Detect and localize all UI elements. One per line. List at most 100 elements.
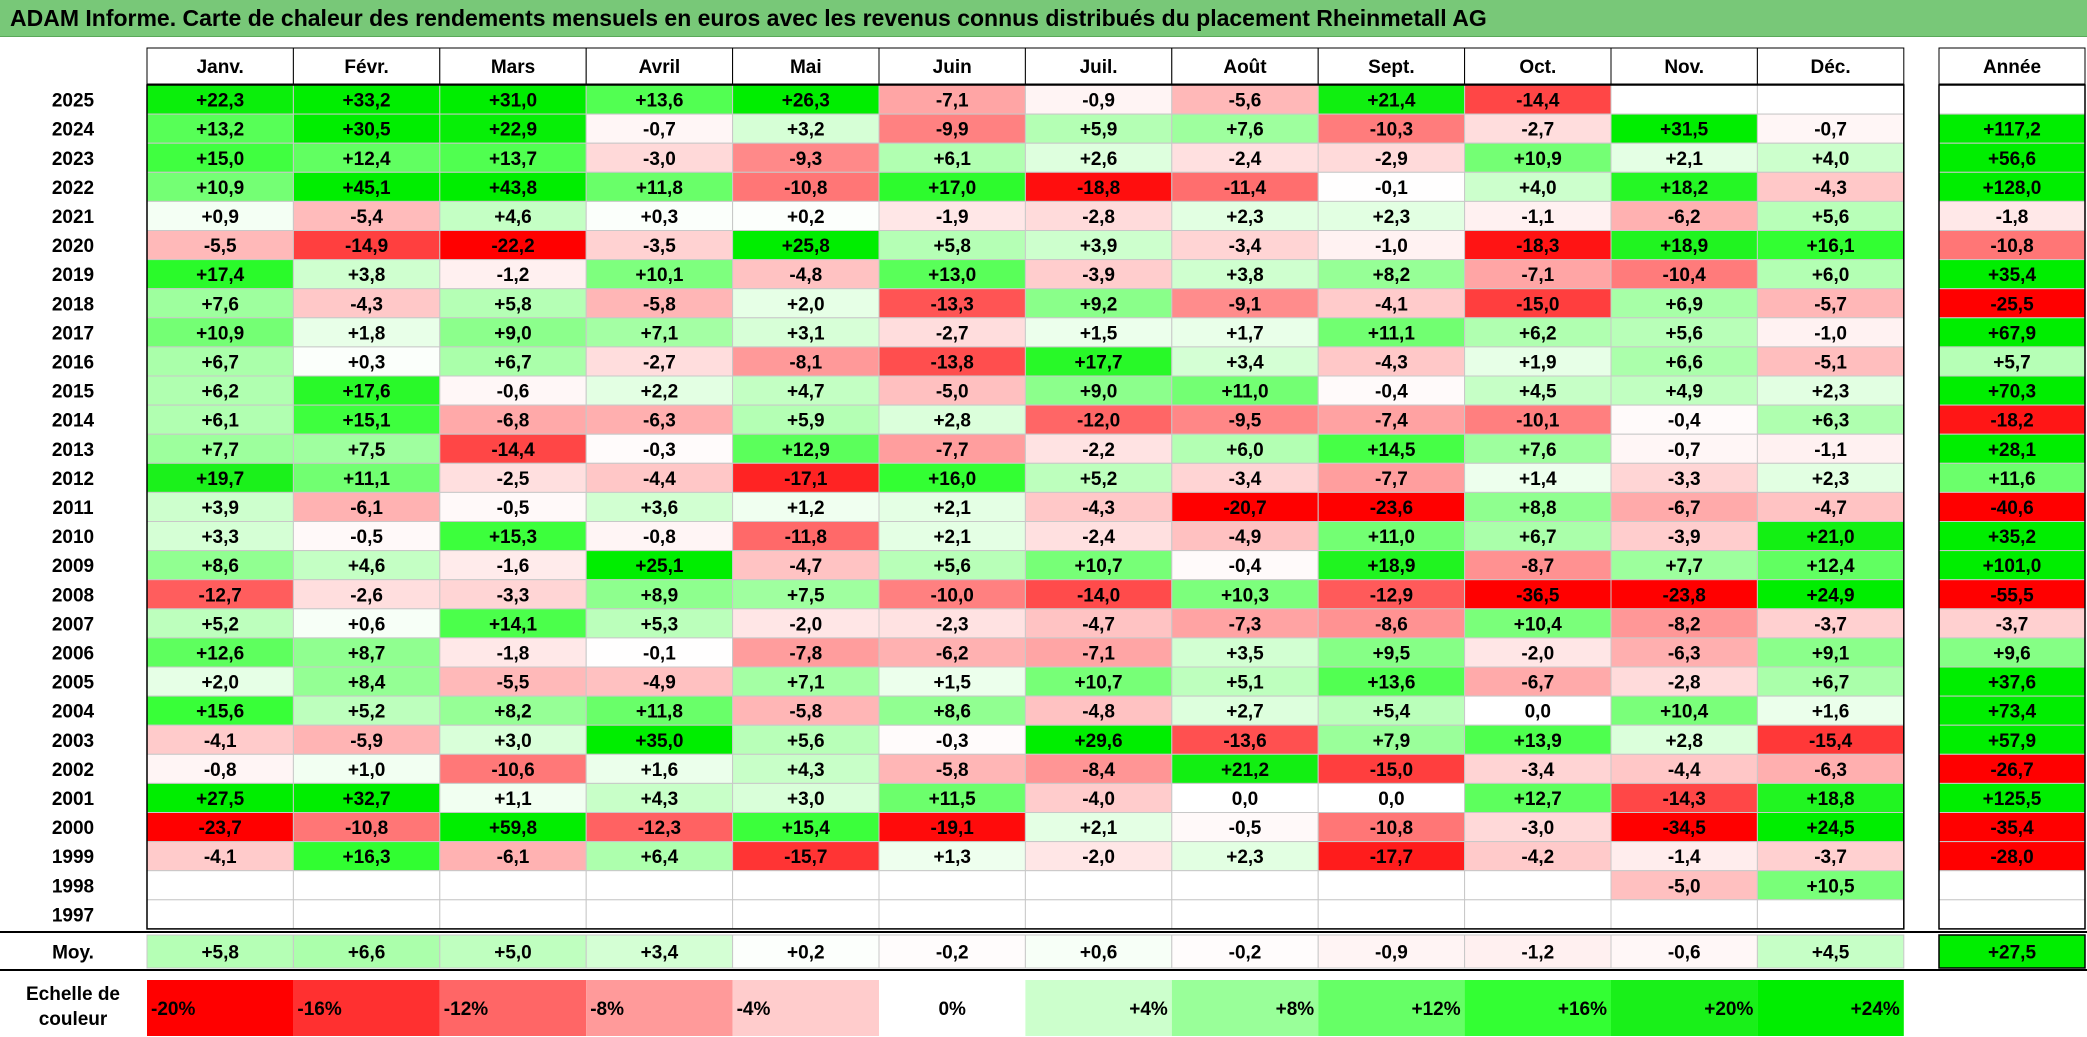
- heatmap-cell: [292, 491, 441, 522]
- color-scale-stop-label: +16%: [1558, 999, 1607, 1020]
- color-scale-stop-label: -8%: [590, 999, 624, 1020]
- heatmap-cell-value: +43,8: [489, 178, 537, 199]
- row-year-label: 1999: [52, 847, 94, 868]
- heatmap-cell-value: +18,2: [1660, 178, 1708, 199]
- heatmap-cell-value: +2,3: [1812, 469, 1850, 490]
- heatmap-cell-value: +15,0: [196, 149, 244, 170]
- heatmap-cell-value: -4,7: [1082, 614, 1115, 635]
- heatmap-cell: [1171, 200, 1319, 231]
- heatmap-cell-value: -6,7: [1521, 673, 1554, 694]
- heatmap-cell: [1610, 142, 1758, 173]
- heatmap-cell-value: +5,1: [1226, 673, 1264, 694]
- heatmap-cell-value: +7,7: [201, 440, 239, 461]
- heatmap-cell-value: -7,1: [1521, 265, 1554, 286]
- heatmap-cell: [1756, 753, 1905, 784]
- month-header-label: Août: [1223, 57, 1267, 78]
- heatmap-cell: [1610, 608, 1758, 639]
- heatmap-cell: [1756, 579, 1905, 610]
- heatmap-cell-value: +11,0: [1368, 527, 1415, 548]
- heatmap-cell-value: +3,9: [1080, 236, 1118, 257]
- month-header-cell: [1610, 47, 1758, 85]
- heatmap-cell-value: +19,7: [196, 469, 244, 490]
- heatmap-cell-value: +31,0: [489, 91, 537, 112]
- heatmap-cell: [146, 899, 294, 930]
- average-cell: [439, 934, 587, 969]
- heatmap-cell-value: +59,8: [489, 818, 537, 839]
- heatmap-cell-value: +7,7: [1665, 556, 1703, 577]
- color-scale-swatch: [879, 980, 1026, 1036]
- heatmap-cell-value: +12,9: [782, 440, 830, 461]
- heatmap-cell: [292, 200, 441, 231]
- annual-cell-value: -40,6: [1990, 498, 2033, 519]
- heatmap-cell: [878, 521, 1026, 552]
- heatmap-cell: [1756, 259, 1905, 290]
- heatmap-cell-value: +13,2: [196, 120, 244, 141]
- heatmap-cell: [292, 724, 441, 755]
- heatmap-cell: [292, 870, 441, 901]
- heatmap-cell: [292, 404, 441, 435]
- heatmap-cell: [292, 113, 441, 144]
- heatmap-cell: [1464, 346, 1612, 377]
- heatmap-cell-value: +17,7: [1075, 352, 1123, 373]
- heatmap-cell-value: -22,2: [491, 236, 534, 257]
- heatmap-cell-value: -13,3: [931, 294, 974, 315]
- color-scale-stop-label: +8%: [1276, 999, 1315, 1020]
- row-year-label: 2012: [52, 469, 94, 490]
- heatmap-cell-value: -7,7: [936, 440, 969, 461]
- annual-cell: [1938, 84, 2086, 115]
- annual-cell-value: +67,9: [1988, 323, 2036, 344]
- heatmap-cell: [439, 404, 587, 435]
- annual-cell-value: -55,5: [1990, 585, 2034, 606]
- heatmap-cell: [439, 666, 587, 697]
- annual-cell-value: +128,0: [1983, 178, 2042, 199]
- heatmap-cell: [585, 317, 734, 348]
- heatmap-cell: [439, 521, 587, 552]
- heatmap-cell-value: +5,6: [933, 556, 971, 577]
- heatmap-cell-value: +10,9: [196, 178, 244, 199]
- average-cell-value: +0,6: [1080, 943, 1118, 964]
- annual-cell-value: +73,4: [1988, 702, 2037, 723]
- heatmap-cell-value: +10,4: [1660, 702, 1709, 723]
- heatmap-cell: [146, 550, 294, 581]
- heatmap-cell-value: +5,9: [1080, 120, 1118, 141]
- heatmap-cell: [1610, 84, 1758, 115]
- heatmap-cell-value: -2,5: [497, 469, 530, 490]
- heatmap-cell-value: -15,7: [784, 847, 827, 868]
- heatmap-cell-value: +2,1: [1665, 149, 1703, 170]
- year-header-cell: [1938, 47, 2086, 85]
- heatmap-cell-value: -1,0: [1375, 236, 1408, 257]
- heatmap-cell: [585, 782, 734, 814]
- heatmap-cell: [1024, 870, 1173, 901]
- heatmap-cell: [732, 870, 880, 901]
- heatmap-cell-value: -4,1: [204, 731, 237, 752]
- heatmap-cell-value: -11,4: [1224, 178, 1267, 199]
- heatmap-cell-value: +6,1: [201, 411, 239, 432]
- heatmap-cell: [1317, 171, 1466, 202]
- heatmap-cell-value: -7,8: [789, 643, 822, 664]
- heatmap-cell-value: +33,2: [343, 91, 391, 112]
- month-header-label: Nov.: [1664, 57, 1704, 78]
- heatmap-cell-value: -2,2: [1082, 440, 1115, 461]
- heatmap-cell: [585, 521, 734, 552]
- color-scale-stop-label: -4%: [737, 999, 771, 1020]
- heatmap-cell: [292, 230, 441, 261]
- heatmap-cell: [1610, 288, 1758, 319]
- heatmap-cell: [1171, 433, 1319, 464]
- heatmap-cell-value: +8,8: [1519, 498, 1557, 519]
- heatmap-cell-value: -23,8: [1663, 585, 1706, 606]
- heatmap-cell: [1610, 462, 1758, 493]
- heatmap-cell-value: +17,4: [196, 265, 245, 286]
- heatmap-cell-value: -18,8: [1077, 178, 1120, 199]
- heatmap-cell: [1024, 724, 1173, 755]
- heatmap-cell: [1317, 870, 1466, 901]
- average-annual-cell: [1938, 934, 2086, 969]
- heatmap-cell-value: +2,3: [1226, 207, 1264, 228]
- month-header-label: Févr.: [344, 57, 388, 78]
- heatmap-cell-value: -1,8: [497, 643, 530, 664]
- heatmap-cell-value: +3,4: [1226, 352, 1264, 373]
- heatmap-cell: [1610, 550, 1758, 581]
- heatmap-cell: [878, 579, 1026, 610]
- heatmap-cell-value: +1,5: [933, 673, 971, 694]
- annual-cell-value: +37,6: [1988, 673, 2036, 694]
- heatmap-cell-value: +2,0: [201, 673, 239, 694]
